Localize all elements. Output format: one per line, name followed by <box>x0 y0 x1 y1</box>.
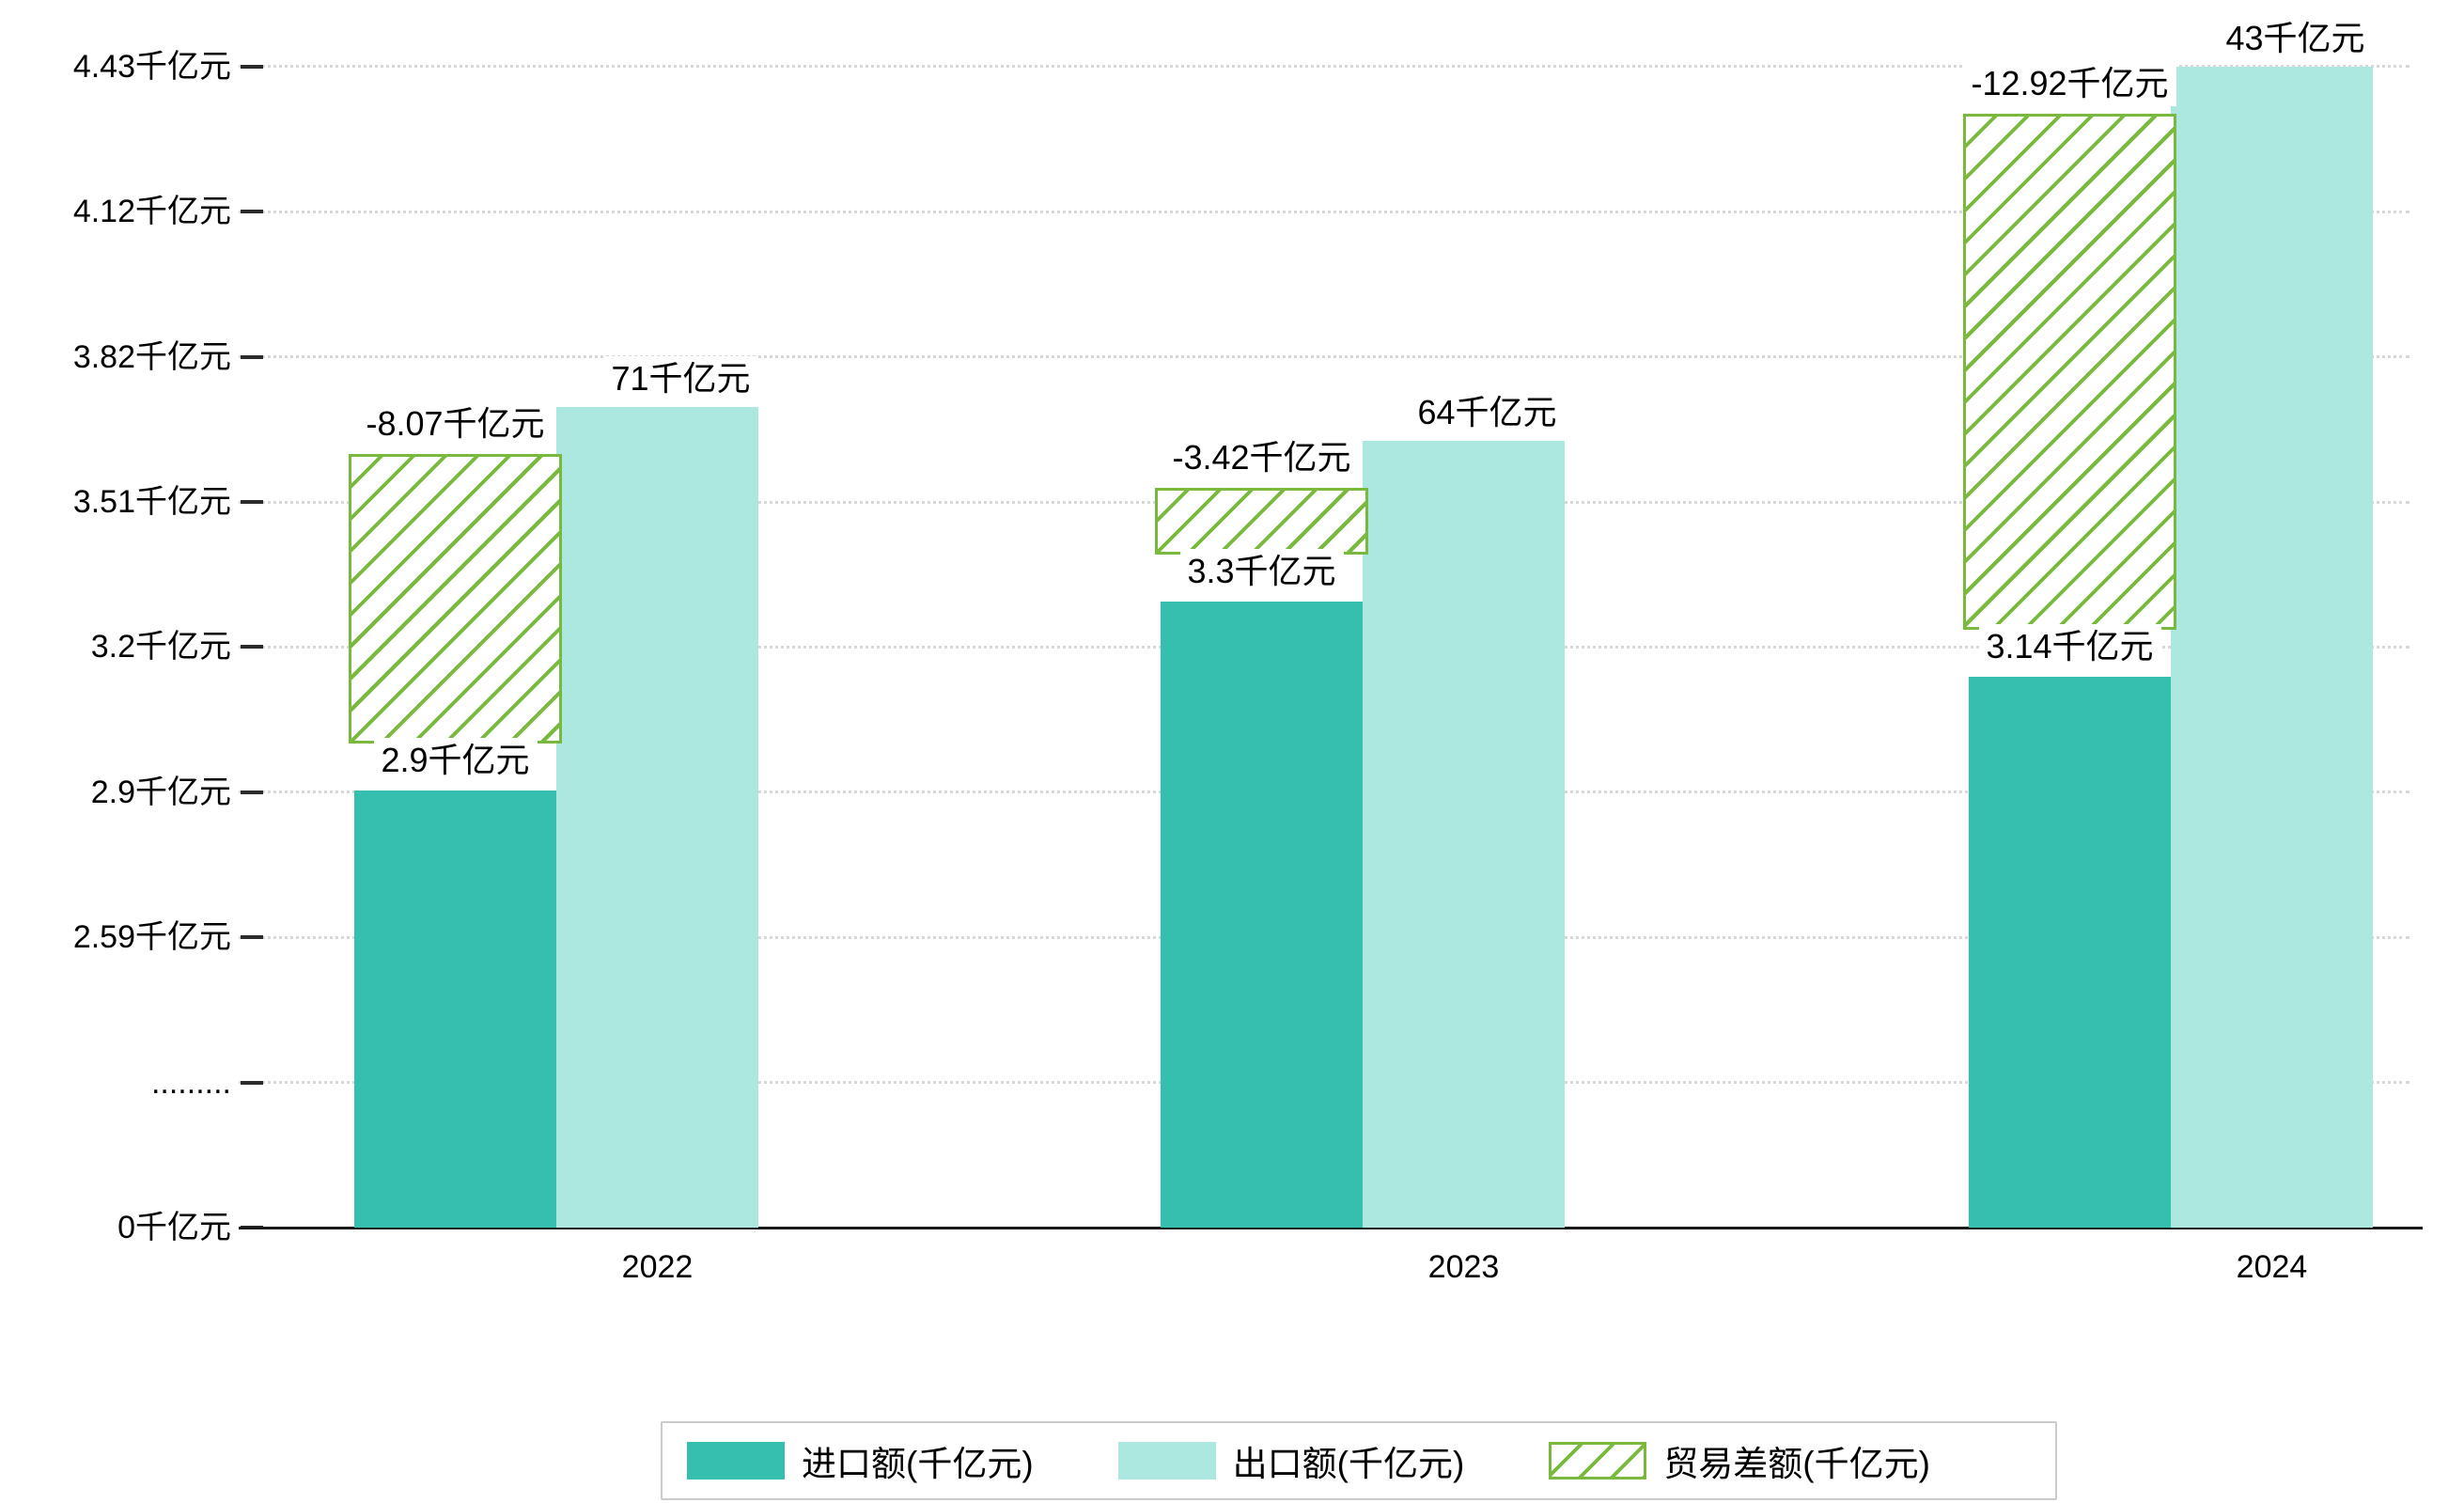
export-value-label: 64千亿元 <box>1410 389 1565 435</box>
y-tick-label: ......... <box>150 1064 231 1101</box>
trade-balance-hatch <box>1155 487 1368 555</box>
x-tick-label: 2023 <box>1427 1249 1500 1285</box>
y-tick-mark <box>241 354 263 359</box>
y-tick-label: 3.2千亿元 <box>90 629 231 665</box>
legend: 进口额(千亿元) 出口额(千亿元) 贸易差额(千亿元) <box>661 1421 2057 1500</box>
y-tick-label: 2.9千亿元 <box>90 774 231 810</box>
legend-item-export: 出口额(千亿元) <box>1117 1435 1465 1486</box>
y-tick-label: 4.12千亿元 <box>72 194 231 230</box>
trade-balance-swatch <box>1549 1442 1647 1480</box>
export-swatch <box>1117 1442 1216 1480</box>
y-tick-mark <box>241 1080 263 1085</box>
import-swatch <box>687 1442 785 1480</box>
y-tick-mark <box>241 790 263 794</box>
trade-balance-value-label: -3.42千亿元 <box>1164 434 1359 480</box>
y-tick-mark <box>241 645 263 650</box>
trade-balance-value-label: -12.92千亿元 <box>1963 60 2176 106</box>
trade-balance-hatch <box>1963 113 2176 631</box>
grid-line <box>239 210 2409 213</box>
x-axis-line <box>239 1227 2423 1229</box>
y-tick-label: 4.43千亿元 <box>72 48 231 85</box>
legend-label-trade-balance: 贸易差额(千亿元) <box>1663 1445 1930 1483</box>
x-tick-label: 2022 <box>621 1249 694 1285</box>
import-value-label: 3.14千亿元 <box>1978 624 2161 670</box>
export-value-label: 43千亿元 <box>2218 15 2373 61</box>
grid-line <box>239 355 2409 359</box>
y-tick-label: 0千亿元 <box>117 1210 231 1245</box>
export-bar <box>1363 440 1565 1228</box>
grid-line <box>239 65 2409 69</box>
export-value-label: 71千亿元 <box>603 356 758 402</box>
y-tick-mark <box>241 935 263 940</box>
export-bar <box>2171 66 2373 1228</box>
import-bar <box>1161 601 1363 1228</box>
import-value-label: 3.3千亿元 <box>1179 548 1344 594</box>
import-value-label: 2.9千亿元 <box>373 738 538 784</box>
x-tick-label: 2024 <box>2236 1249 2308 1285</box>
y-tick-label: 2.59千亿元 <box>72 919 231 956</box>
trade-balance-value-label: -8.07千亿元 <box>358 401 553 447</box>
legend-item-trade-balance: 贸易差额(千亿元) <box>1549 1435 1930 1486</box>
legend-label-import: 进口额(千亿元) <box>802 1445 1034 1483</box>
import-bar <box>1969 677 2171 1228</box>
y-tick-mark <box>241 210 263 214</box>
y-tick-mark <box>241 500 263 504</box>
export-bar <box>556 407 758 1228</box>
y-tick-mark <box>241 64 263 69</box>
import-bar <box>354 791 556 1228</box>
y-tick-label: 3.51千亿元 <box>72 484 231 520</box>
legend-item-import: 进口额(千亿元) <box>687 1435 1034 1486</box>
y-tick-label: 3.82千亿元 <box>72 338 231 375</box>
legend-label-export: 出口额(千亿元) <box>1232 1445 1465 1483</box>
trade-balance-hatch <box>349 454 562 744</box>
